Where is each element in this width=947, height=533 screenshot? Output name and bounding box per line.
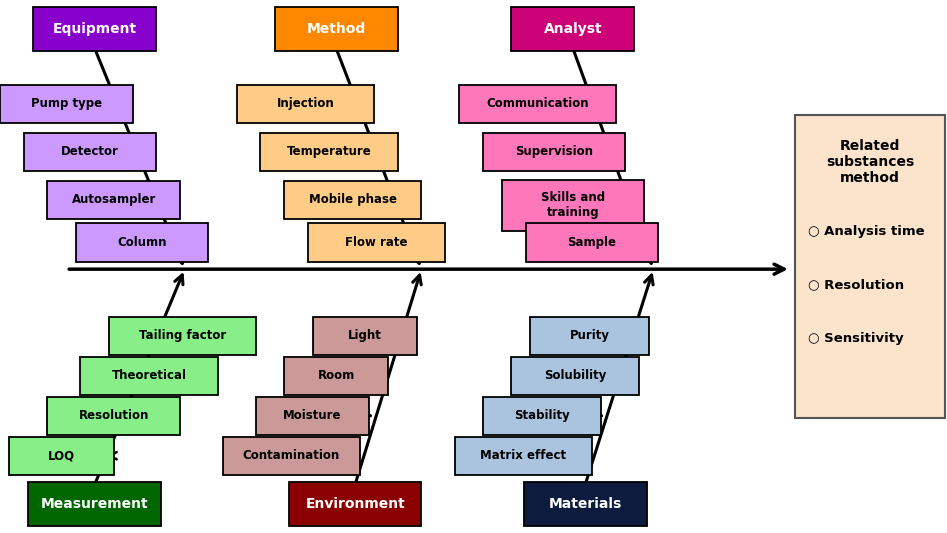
FancyBboxPatch shape <box>256 397 369 435</box>
FancyBboxPatch shape <box>33 7 156 51</box>
FancyBboxPatch shape <box>284 181 421 219</box>
FancyBboxPatch shape <box>455 437 592 475</box>
Text: Resolution: Resolution <box>79 409 149 422</box>
FancyBboxPatch shape <box>237 85 374 123</box>
FancyBboxPatch shape <box>530 317 649 355</box>
Text: Skills and
training: Skills and training <box>541 191 605 219</box>
Text: ○ Sensitivity: ○ Sensitivity <box>808 332 903 345</box>
Text: Communication: Communication <box>486 98 589 110</box>
Text: Moisture: Moisture <box>283 409 342 422</box>
FancyBboxPatch shape <box>284 357 388 395</box>
Text: Pump type: Pump type <box>30 98 102 110</box>
Text: Mobile phase: Mobile phase <box>309 193 397 206</box>
Text: Detector: Detector <box>61 146 119 158</box>
FancyBboxPatch shape <box>24 133 156 171</box>
Text: Contamination: Contamination <box>242 449 340 462</box>
Text: Tailing factor: Tailing factor <box>138 329 226 342</box>
Text: Injection: Injection <box>277 98 334 110</box>
FancyBboxPatch shape <box>313 317 417 355</box>
FancyBboxPatch shape <box>502 180 644 230</box>
FancyBboxPatch shape <box>275 7 398 51</box>
Text: Equipment: Equipment <box>53 22 136 36</box>
FancyBboxPatch shape <box>9 437 114 475</box>
FancyBboxPatch shape <box>28 482 161 526</box>
Text: Environment: Environment <box>305 497 405 511</box>
Text: Room: Room <box>317 369 355 382</box>
Text: Supervision: Supervision <box>515 146 593 158</box>
FancyBboxPatch shape <box>76 223 208 262</box>
Text: Theoretical: Theoretical <box>112 369 187 382</box>
FancyBboxPatch shape <box>0 85 133 123</box>
FancyBboxPatch shape <box>483 397 601 435</box>
Text: ○ Resolution: ○ Resolution <box>808 279 904 292</box>
FancyBboxPatch shape <box>109 317 256 355</box>
FancyBboxPatch shape <box>260 133 398 171</box>
Text: Stability: Stability <box>514 409 570 422</box>
FancyBboxPatch shape <box>511 357 639 395</box>
Text: Column: Column <box>117 236 167 249</box>
FancyBboxPatch shape <box>459 85 616 123</box>
FancyBboxPatch shape <box>80 357 218 395</box>
Text: Measurement: Measurement <box>41 497 149 511</box>
Text: Purity: Purity <box>569 329 610 342</box>
Text: ○ Analysis time: ○ Analysis time <box>808 225 924 238</box>
Text: Analyst: Analyst <box>544 22 602 36</box>
Text: Light: Light <box>348 329 382 342</box>
Text: Matrix effect: Matrix effect <box>480 449 566 462</box>
Text: LOQ: LOQ <box>48 449 75 462</box>
FancyBboxPatch shape <box>524 482 647 526</box>
FancyBboxPatch shape <box>308 223 445 262</box>
FancyBboxPatch shape <box>289 482 421 526</box>
Text: Materials: Materials <box>548 497 622 511</box>
Text: Method: Method <box>307 22 366 36</box>
FancyBboxPatch shape <box>483 133 625 171</box>
Text: Flow rate: Flow rate <box>346 236 407 249</box>
FancyBboxPatch shape <box>511 7 634 51</box>
FancyBboxPatch shape <box>47 397 180 435</box>
FancyBboxPatch shape <box>526 223 658 262</box>
FancyBboxPatch shape <box>223 437 360 475</box>
Text: Related
substances
method: Related substances method <box>826 139 915 185</box>
FancyBboxPatch shape <box>47 181 180 219</box>
Text: Sample: Sample <box>567 236 616 249</box>
Text: Temperature: Temperature <box>287 146 371 158</box>
Text: Autosampler: Autosampler <box>71 193 156 206</box>
Text: Solubility: Solubility <box>545 369 606 382</box>
FancyBboxPatch shape <box>795 115 945 418</box>
